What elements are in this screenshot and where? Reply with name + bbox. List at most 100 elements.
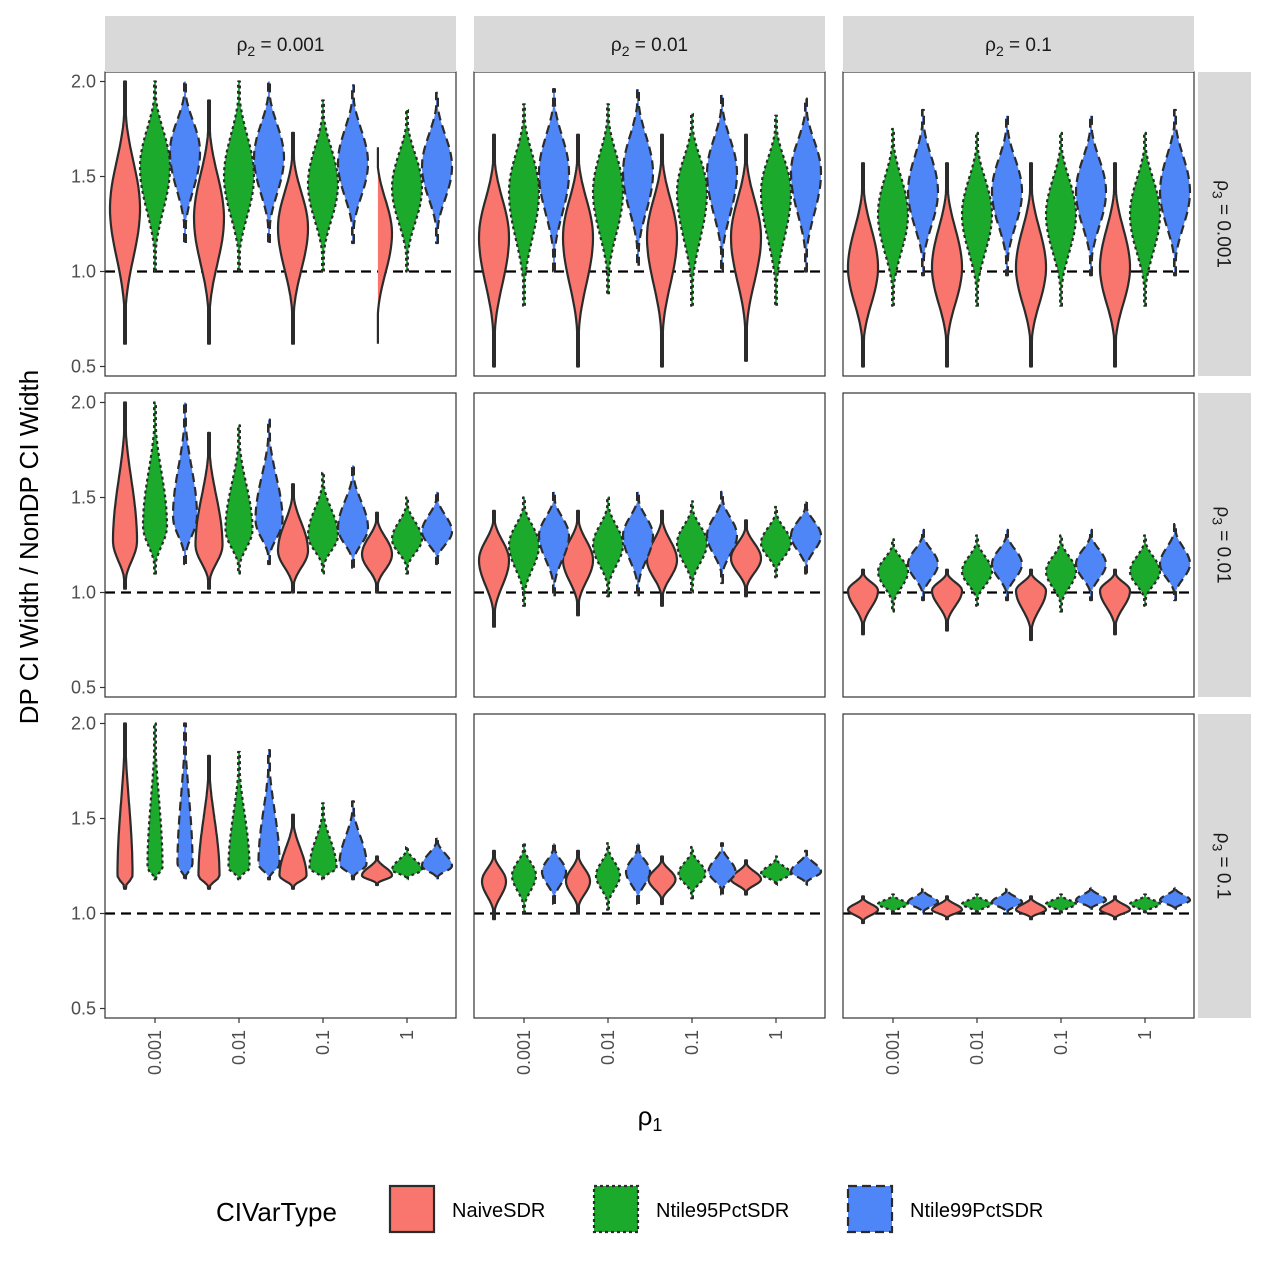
violin-naivesdr [477, 509, 511, 628]
violin-ntile99pctsdr [906, 108, 940, 277]
row-strip-background [1198, 393, 1251, 697]
y-axes: 0.5 1.0 1.5 2.0 0.5 1.0 1.5 2.0 0.5 1.0 1.5 2.0 [71, 72, 105, 1019]
violin-ntile99pctsdr [624, 842, 652, 906]
row-strip: ρ3 = 0.01 [1198, 393, 1251, 697]
violin-ntile95pctsdr [227, 750, 251, 881]
violin-ntile95pctsdr [1128, 534, 1162, 607]
violin-ntile99pctsdr [540, 842, 568, 906]
violin-ntile95pctsdr [222, 80, 256, 273]
violin-ntile95pctsdr [876, 893, 910, 915]
x-tick-label: 0.1 [682, 1030, 702, 1055]
violin-ntile99pctsdr [254, 418, 284, 566]
facet-panel [473, 71, 826, 377]
col-strip-label: ρ2 = 0.1 [985, 35, 1052, 59]
violin-naivesdr [729, 519, 763, 598]
violin-naivesdr [194, 431, 224, 590]
y-axis: 0.5 1.0 1.5 2.0 [71, 72, 105, 377]
violin-naivesdr [1098, 895, 1132, 921]
legend-label: NaiveSDR [452, 1200, 545, 1222]
panel-border [842, 713, 1195, 1019]
violin-ntile95pctsdr [306, 471, 340, 575]
violin-naivesdr [930, 568, 964, 632]
violin-ntile99pctsdr [621, 88, 655, 267]
x-tick-label: 0.01 [967, 1030, 987, 1065]
violin-ntile99pctsdr [171, 401, 199, 566]
violin-ntile99pctsdr [1158, 108, 1192, 277]
x-axis: 0.001 0.01 0.1 1 [883, 1018, 1155, 1075]
violin-ntile95pctsdr [960, 893, 994, 915]
facet-strips: ρ2 = 0.001 ρ2 = 0.01 ρ2 = 0.1 ρ3 = 0.001 ρ3 … [105, 16, 1251, 1018]
violin-ntile95pctsdr [960, 534, 994, 607]
violin-naivesdr [197, 754, 221, 890]
violin-ntile95pctsdr [675, 500, 709, 594]
violin-naivesdr [116, 722, 134, 890]
col-strip-label: ρ2 = 0.01 [611, 35, 688, 59]
violin-ntile99pctsdr [420, 91, 454, 245]
row-strip-label: ρ3 = 0.001 [1210, 180, 1234, 268]
legend-key [592, 1184, 640, 1234]
violin-naivesdr [360, 855, 394, 887]
violin-ntile95pctsdr [960, 131, 994, 307]
violin-ntile99pctsdr [1074, 528, 1108, 602]
violin-ntile99pctsdr [338, 800, 368, 881]
col-strip-background [843, 16, 1194, 72]
row-strip: ρ3 = 0.001 [1198, 72, 1251, 376]
y-tick-label: 1.0 [71, 583, 96, 603]
violin-ntile99pctsdr [1158, 885, 1192, 911]
violin-ntile95pctsdr [141, 401, 169, 575]
violin-ntile99pctsdr [252, 80, 286, 245]
legend-label: Ntile95PctSDR [656, 1200, 789, 1222]
panel-border [842, 392, 1195, 698]
violin-ntile95pctsdr [591, 103, 625, 296]
col-strip-background [474, 16, 825, 72]
violin-ntile95pctsdr [1128, 131, 1162, 307]
y-tick-label: 1.0 [71, 904, 96, 924]
violin-ntile95pctsdr [591, 496, 625, 598]
x-axis-title-symbol: ρ [638, 1101, 653, 1131]
y-tick-label: 2.0 [71, 393, 96, 413]
violin-naivesdr [846, 895, 880, 925]
violin-naivesdr [729, 859, 763, 896]
violin-naivesdr [564, 849, 592, 915]
y-tick-label: 0.5 [71, 678, 96, 698]
panel-background [843, 393, 1194, 697]
violin-ntile99pctsdr [336, 464, 370, 569]
violin-naivesdr [1014, 162, 1048, 368]
violin-ntile95pctsdr [390, 845, 424, 881]
violin-naivesdr [846, 568, 880, 636]
violin-ntile99pctsdr [789, 500, 823, 575]
violin-ntile99pctsdr [420, 490, 454, 566]
violin-ntile99pctsdr [990, 528, 1024, 602]
violin-naivesdr [480, 849, 508, 921]
col-strip: ρ2 = 0.1 [843, 16, 1194, 72]
violin-ntile95pctsdr [876, 127, 910, 307]
violin-naivesdr [930, 162, 964, 368]
legend-label: Ntile99PctSDR [910, 1200, 1043, 1222]
violin-ntile99pctsdr [168, 80, 202, 245]
y-axis-title: DP CI Width / NonDP CI Width [14, 370, 44, 724]
x-tick-label: 0.001 [883, 1030, 903, 1075]
facet-panel [842, 713, 1195, 1019]
violin-ntile99pctsdr [176, 722, 194, 881]
violin-ntile99pctsdr [707, 842, 737, 896]
violin-naivesdr [111, 401, 139, 590]
x-tick-label: 1 [397, 1030, 417, 1040]
violin-naivesdr [477, 133, 511, 368]
violin-ntile95pctsdr [507, 496, 541, 607]
violin-ntile95pctsdr [677, 845, 707, 900]
facet-panels [104, 71, 1195, 1019]
violin-ntile95pctsdr [675, 112, 709, 307]
violin-naivesdr [561, 509, 595, 617]
violin-naivesdr [1014, 895, 1048, 921]
violin-naivesdr [846, 162, 880, 368]
violin-ntile95pctsdr [759, 855, 793, 887]
violin-ntile99pctsdr [1074, 114, 1108, 277]
legend-item-naivesdr: NaiveSDR [388, 1184, 545, 1234]
violin-naivesdr [192, 99, 226, 345]
violin-naivesdr [645, 133, 679, 368]
legend-key [846, 1184, 894, 1234]
col-strip: ρ2 = 0.001 [105, 16, 456, 72]
y-axis: 0.5 1.0 1.5 2.0 [71, 393, 105, 698]
violin-ntile99pctsdr [990, 887, 1024, 915]
x-axis: 0.001 0.01 0.1 1 [514, 1018, 786, 1075]
